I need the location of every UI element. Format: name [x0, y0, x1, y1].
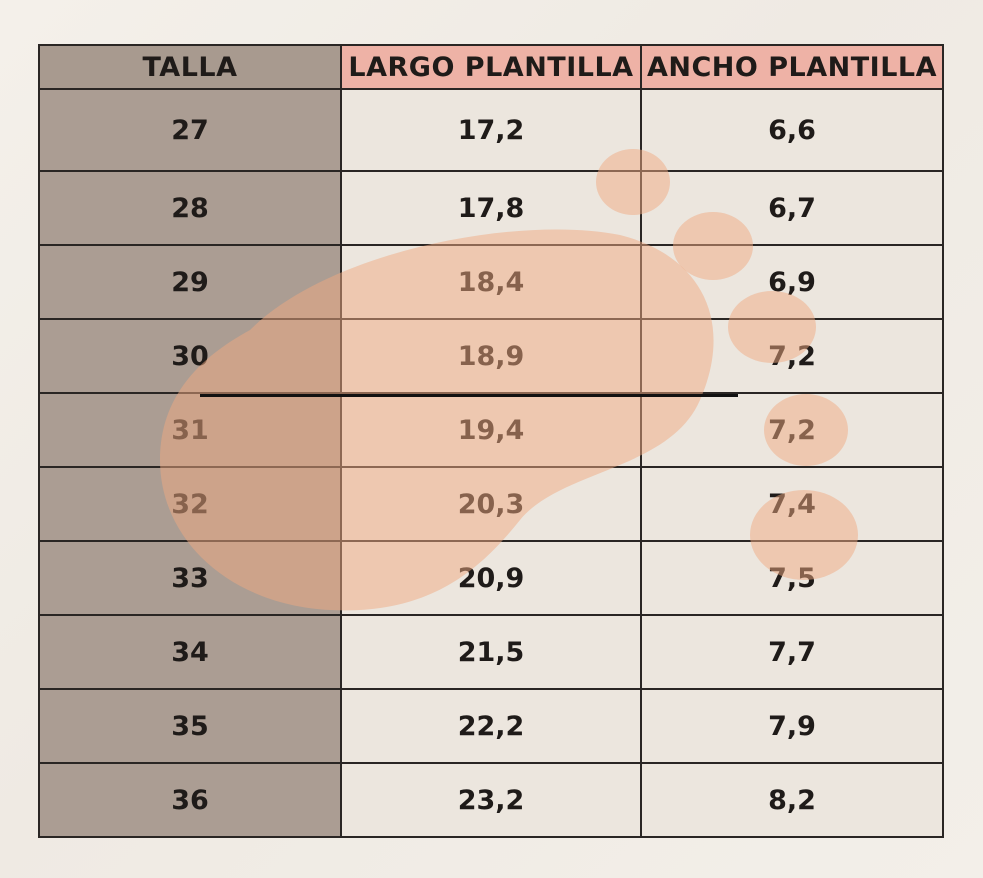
size-cell: 31 — [38, 392, 342, 468]
length-cell: 19,4 — [340, 392, 642, 468]
size-chart-table: TALLA LARGO PLANTILLA ANCHO PLANTILLA 27… — [38, 44, 944, 838]
width-cell: 6,6 — [640, 88, 944, 172]
header-insole-length: LARGO PLANTILLA — [340, 44, 642, 90]
size-cell: 35 — [38, 688, 342, 764]
width-cell: 7,9 — [640, 688, 944, 764]
table-row: 31 19,4 7,2 — [38, 392, 944, 468]
table-header-row: TALLA LARGO PLANTILLA ANCHO PLANTILLA — [38, 44, 944, 90]
size-cell: 33 — [38, 540, 342, 616]
header-size: TALLA — [38, 44, 342, 90]
size-cell: 29 — [38, 244, 342, 320]
header-insole-width: ANCHO PLANTILLA — [640, 44, 944, 90]
width-cell: 7,2 — [640, 392, 944, 468]
table-row: 30 18,9 7,2 — [38, 318, 944, 394]
length-cell: 17,2 — [340, 88, 642, 172]
length-cell: 20,9 — [340, 540, 642, 616]
table-row: 35 22,2 7,9 — [38, 688, 944, 764]
width-cell: 8,2 — [640, 762, 944, 838]
width-cell: 7,7 — [640, 614, 944, 690]
length-cell: 18,4 — [340, 244, 642, 320]
size-cell: 32 — [38, 466, 342, 542]
size-cell: 30 — [38, 318, 342, 394]
table-row: 28 17,8 6,7 — [38, 170, 944, 246]
table-row: 34 21,5 7,7 — [38, 614, 944, 690]
width-cell: 7,2 — [640, 318, 944, 394]
size-cell: 27 — [38, 88, 342, 172]
size-cell: 34 — [38, 614, 342, 690]
length-cell: 17,8 — [340, 170, 642, 246]
length-cell: 21,5 — [340, 614, 642, 690]
length-cell: 22,2 — [340, 688, 642, 764]
width-cell: 6,9 — [640, 244, 944, 320]
width-cell: 7,5 — [640, 540, 944, 616]
scan-artifact-line — [200, 394, 738, 397]
length-cell: 18,9 — [340, 318, 642, 394]
table-row: 33 20,9 7,5 — [38, 540, 944, 616]
length-cell: 20,3 — [340, 466, 642, 542]
table-row: 27 17,2 6,6 — [38, 88, 944, 172]
size-cell: 28 — [38, 170, 342, 246]
table-row: 36 23,2 8,2 — [38, 762, 944, 838]
table-row: 29 18,4 6,9 — [38, 244, 944, 320]
table-row: 32 20,3 7,4 — [38, 466, 944, 542]
length-cell: 23,2 — [340, 762, 642, 838]
size-cell: 36 — [38, 762, 342, 838]
width-cell: 7,4 — [640, 466, 944, 542]
width-cell: 6,7 — [640, 170, 944, 246]
